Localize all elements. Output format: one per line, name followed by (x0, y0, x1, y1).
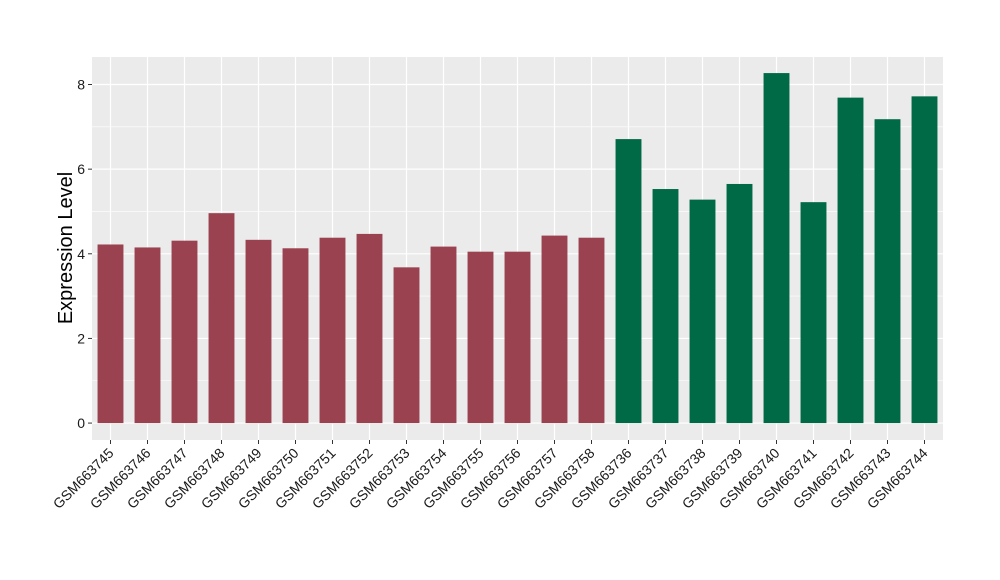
bar (430, 246, 457, 424)
bar (874, 119, 901, 424)
bar (134, 247, 161, 424)
bar (282, 248, 309, 424)
bar (97, 244, 124, 424)
y-tick-label: 2 (77, 330, 85, 346)
y-axis-title: Expression Level (55, 172, 77, 324)
y-tick-label: 4 (77, 246, 85, 262)
y-axis: 0 2 4 6 8 (77, 77, 92, 431)
bar (578, 237, 605, 424)
bar (689, 199, 716, 424)
bar (319, 237, 346, 424)
bar (393, 267, 420, 424)
bar (208, 213, 235, 424)
bar (504, 251, 531, 424)
y-tick-label: 0 (77, 415, 85, 431)
bar (837, 97, 864, 424)
bar (541, 235, 568, 424)
bar (652, 189, 679, 424)
x-axis: GSM663745GSM663746GSM663747GSM663748GSM6… (50, 440, 931, 512)
y-tick-label: 6 (77, 161, 85, 177)
bar (171, 240, 198, 424)
bar (800, 202, 827, 424)
bar (763, 73, 790, 424)
bars (97, 73, 938, 424)
y-tick-label: 8 (77, 77, 85, 93)
bar (245, 239, 272, 424)
bar (726, 183, 753, 424)
bar (911, 96, 938, 424)
bar (467, 251, 494, 424)
bar (356, 233, 383, 424)
bar (615, 139, 642, 424)
